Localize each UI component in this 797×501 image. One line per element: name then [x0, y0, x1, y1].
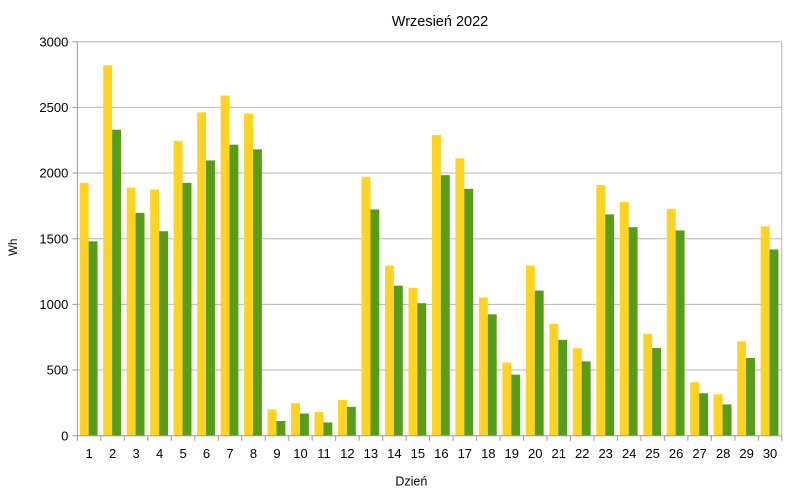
svg-text:8: 8	[250, 446, 257, 461]
svg-text:14: 14	[387, 446, 401, 461]
svg-text:1500: 1500	[39, 231, 68, 246]
svg-text:25: 25	[645, 446, 659, 461]
svg-text:2: 2	[109, 446, 116, 461]
svg-text:7: 7	[226, 446, 233, 461]
svg-text:28: 28	[716, 446, 730, 461]
svg-text:27: 27	[692, 446, 706, 461]
svg-text:18: 18	[481, 446, 495, 461]
svg-text:24: 24	[622, 446, 636, 461]
svg-text:26: 26	[669, 446, 683, 461]
svg-text:2500: 2500	[39, 100, 68, 115]
svg-text:16: 16	[434, 446, 448, 461]
svg-text:17: 17	[458, 446, 472, 461]
svg-text:11: 11	[317, 446, 331, 461]
svg-text:15: 15	[411, 446, 425, 461]
svg-text:20: 20	[528, 446, 542, 461]
svg-text:9: 9	[273, 446, 280, 461]
svg-text:Wrzesień 2022: Wrzesień 2022	[392, 14, 488, 30]
svg-text:21: 21	[552, 446, 566, 461]
svg-text:29: 29	[739, 446, 753, 461]
svg-text:500: 500	[47, 363, 69, 378]
svg-text:3000: 3000	[39, 34, 68, 49]
svg-text:1000: 1000	[39, 297, 68, 312]
svg-text:12: 12	[340, 446, 354, 461]
svg-text:1: 1	[86, 446, 93, 461]
svg-text:23: 23	[598, 446, 612, 461]
svg-text:5: 5	[179, 446, 186, 461]
svg-text:0: 0	[61, 428, 68, 443]
svg-text:3: 3	[132, 446, 139, 461]
svg-text:19: 19	[505, 446, 519, 461]
svg-text:13: 13	[364, 446, 378, 461]
svg-text:22: 22	[575, 446, 589, 461]
svg-text:2000: 2000	[39, 166, 68, 181]
svg-text:30: 30	[763, 446, 777, 461]
svg-text:10: 10	[293, 446, 307, 461]
svg-text:Wh: Wh	[8, 239, 20, 256]
svg-text:6: 6	[203, 446, 210, 461]
svg-text:Dzień: Dzień	[395, 474, 427, 488]
svg-text:4: 4	[156, 446, 163, 461]
